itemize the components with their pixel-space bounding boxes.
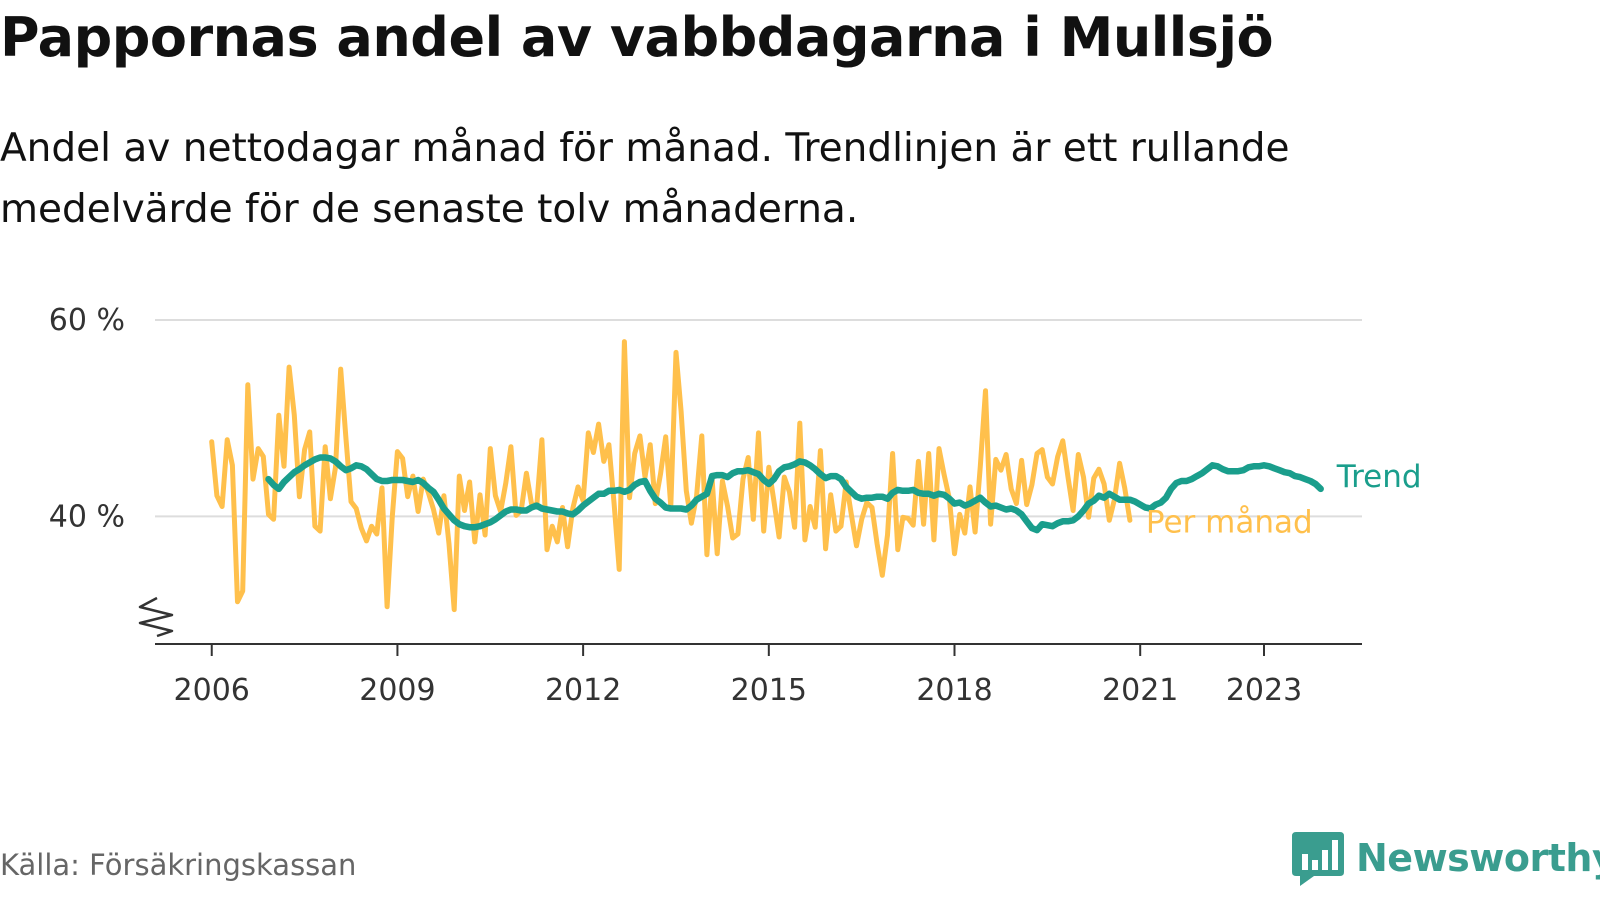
- x-tick-label: 2006: [174, 673, 250, 708]
- chart-title: Pappornas andel av vabbdagarna i Mullsjö: [0, 6, 1274, 69]
- chart-subtitle: Andel av nettodagar månad för månad. Tre…: [0, 126, 1290, 232]
- series: [209, 339, 1324, 613]
- x-tick-label: 2012: [545, 673, 621, 708]
- x-tick-label: 2021: [1102, 673, 1178, 708]
- line-chart: 40 % 60 % 2006 2009 2012 2015 2018 2021 2023 Per …: [49, 303, 1422, 708]
- source-note: Källa: Försäkringskassan: [0, 848, 357, 882]
- x-tick-label: 2018: [916, 673, 992, 708]
- labels: 40 % 60 % 2006 2009 2012 2015 2018 2021 2023 Per …: [49, 303, 1422, 708]
- y-tick-label: 40 %: [49, 499, 125, 534]
- y-axis-break: [138, 596, 174, 638]
- x-tick-label: 2023: [1226, 673, 1302, 708]
- series-end-label: Trend: [1336, 459, 1422, 495]
- x-tick-label: 2009: [359, 673, 435, 708]
- newsworthy-bar-chart-icon: [1292, 832, 1344, 886]
- y-tick-label: 60 %: [49, 303, 125, 338]
- x-tick-label: 2015: [731, 673, 807, 708]
- axes: [138, 596, 1362, 656]
- logo-text: Newsworthy: [1356, 836, 1600, 880]
- newsworthy-logo: Newsworthy: [1290, 828, 1600, 888]
- series-end-label: Per månad: [1146, 504, 1313, 540]
- series-line: [265, 454, 1324, 534]
- series-line: [209, 339, 1133, 613]
